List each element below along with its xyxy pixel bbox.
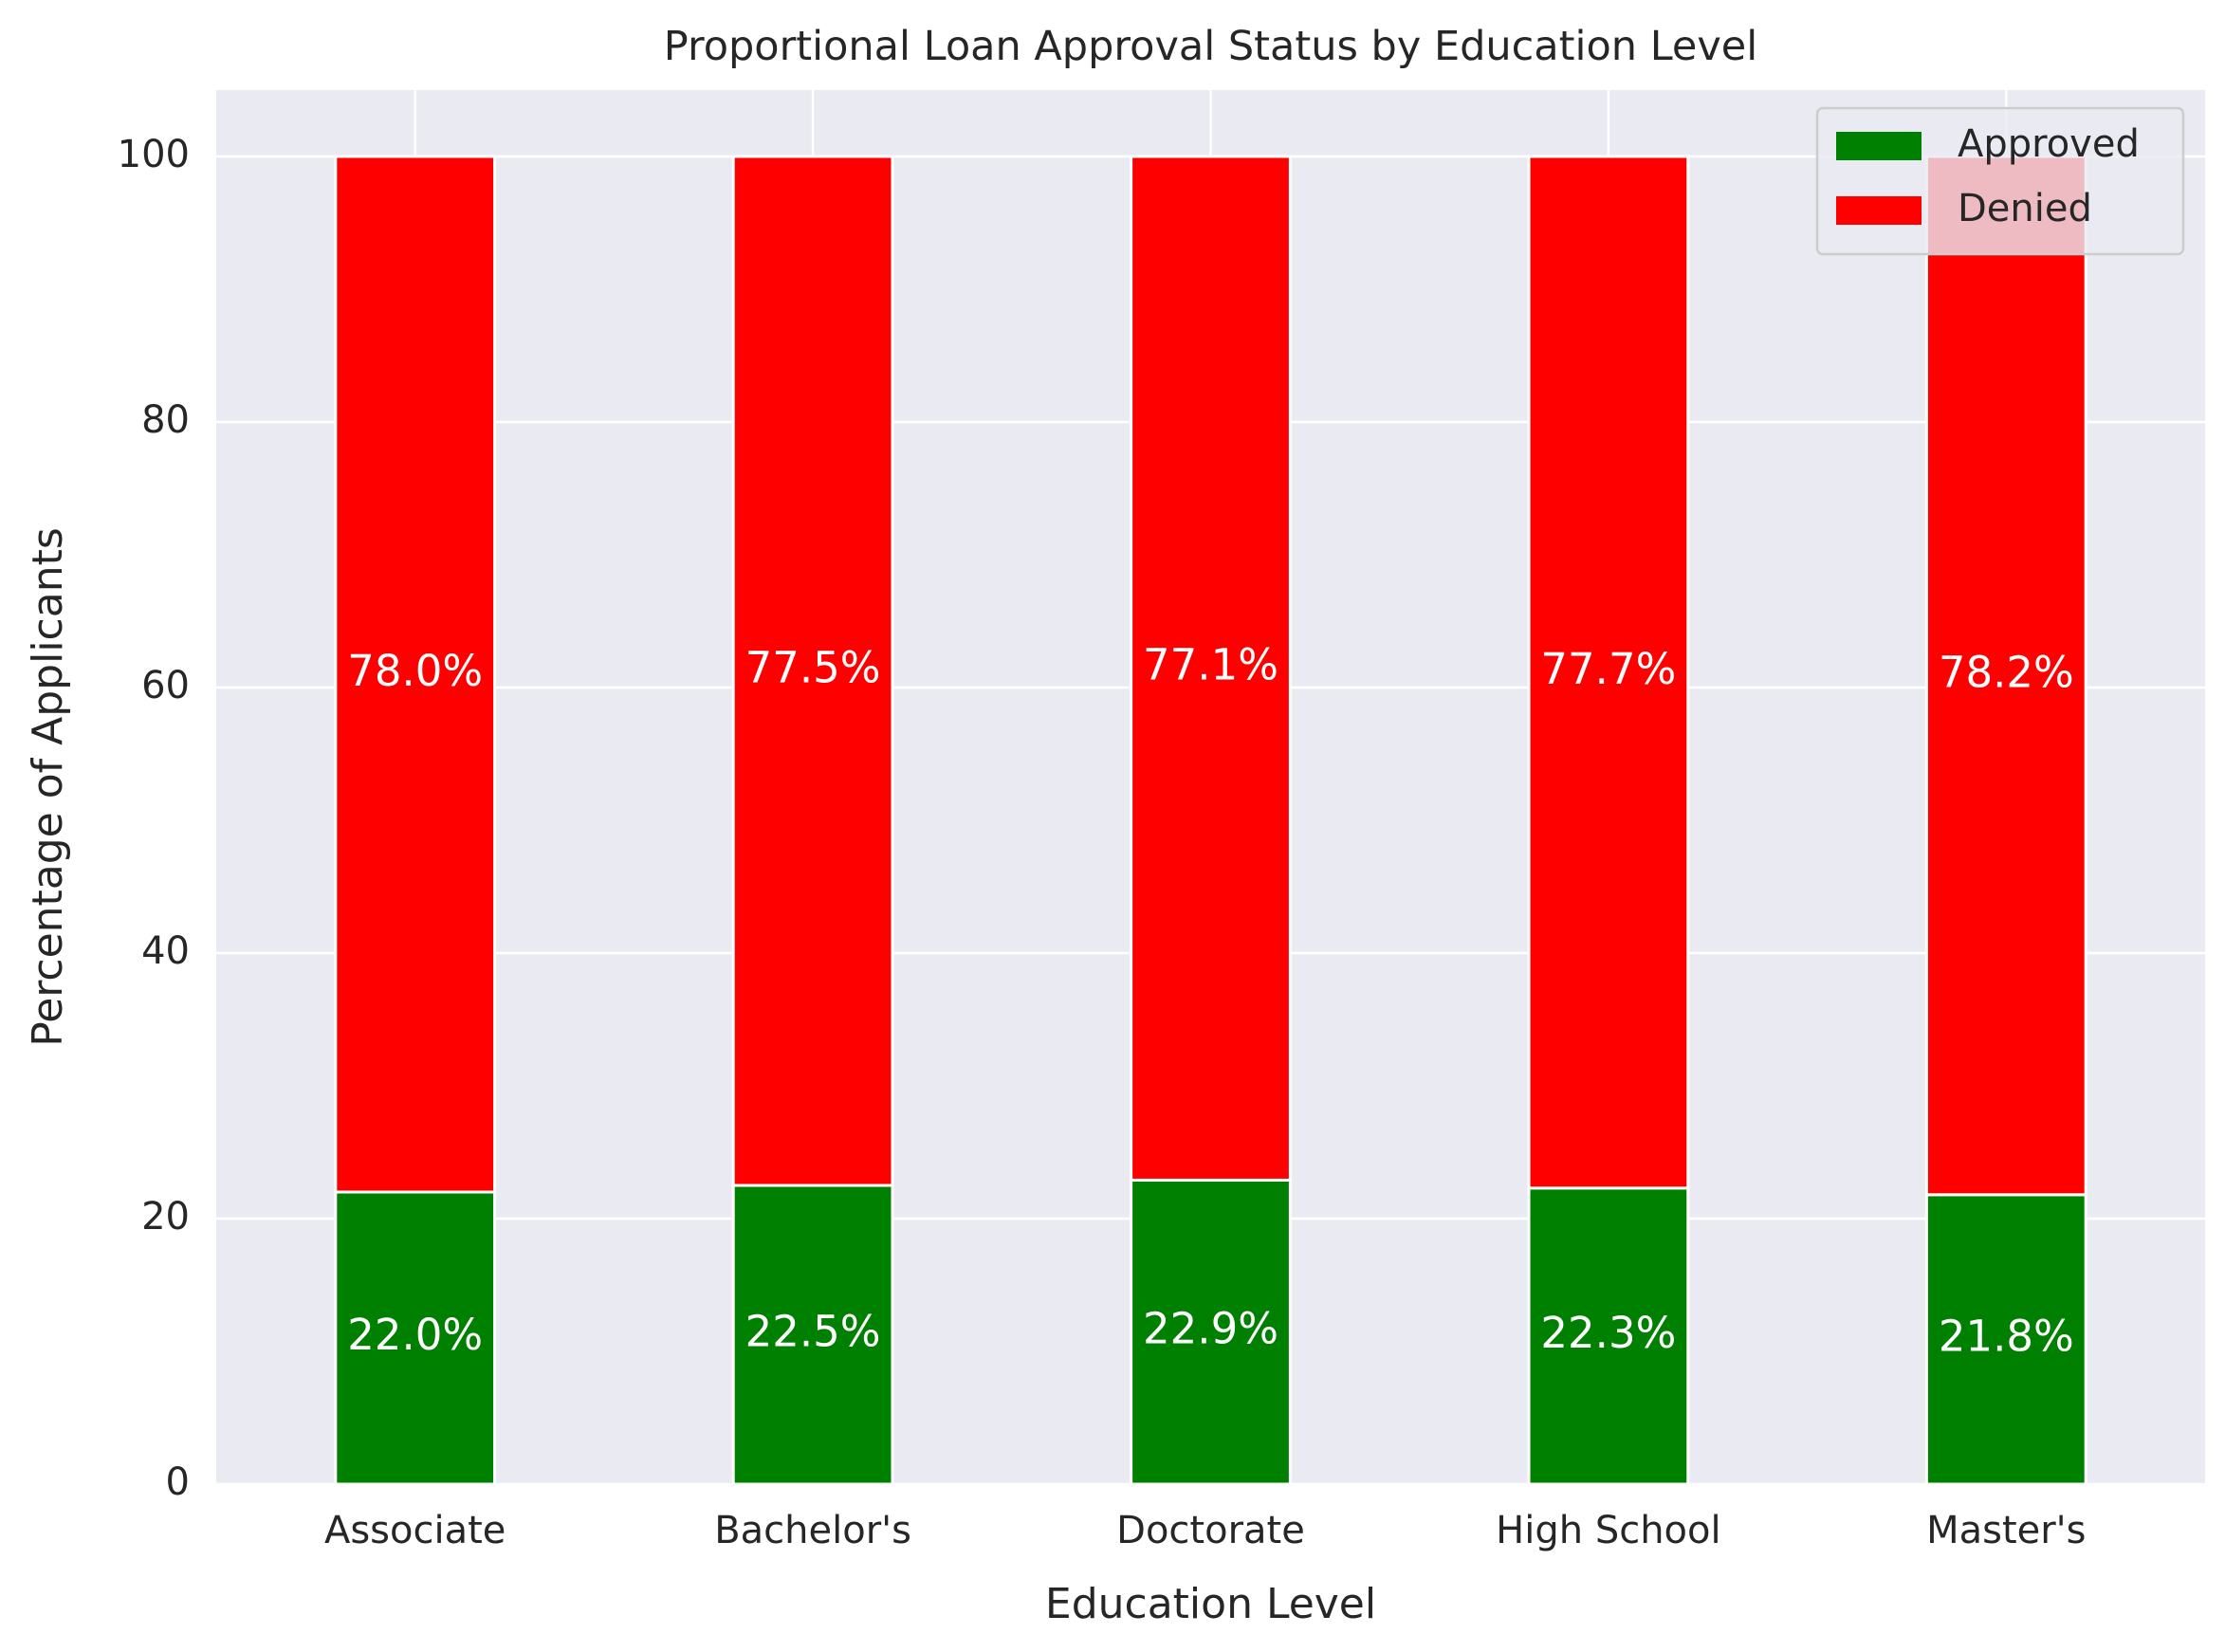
x-tick-label: Master's xyxy=(1926,1509,2086,1552)
x-axis-label: Education Level xyxy=(1045,1580,1376,1628)
legend-swatch-denied xyxy=(1836,196,1922,225)
data-label-approved-2: 22.9% xyxy=(1143,1304,1278,1354)
x-axis-ticks: Associate Bachelor's Doctorate High School M… xyxy=(324,1509,2087,1552)
bar-denied-0 xyxy=(334,155,497,1194)
bar-denied-3 xyxy=(1527,155,1690,1190)
data-label-approved-1: 22.5% xyxy=(745,1307,881,1357)
bar-denied-1 xyxy=(731,155,894,1187)
data-label-denied-3: 77.7% xyxy=(1540,644,1676,694)
legend: Approved Denied xyxy=(1815,106,2185,256)
data-label-denied-1: 77.5% xyxy=(745,643,881,693)
bar-approved-0 xyxy=(334,1190,497,1486)
y-tick-label: 100 xyxy=(118,133,190,176)
x-tick-label: High School xyxy=(1496,1509,1720,1552)
y-axis-label: Percentage of Applicants xyxy=(24,527,72,1047)
x-tick-label: Associate xyxy=(324,1509,506,1552)
data-label-approved-4: 21.8% xyxy=(1939,1311,2074,1361)
bar-approved-3 xyxy=(1527,1186,1690,1486)
y-tick-label: 60 xyxy=(141,664,190,707)
x-tick-label: Doctorate xyxy=(1116,1509,1305,1552)
legend-swatch-approved xyxy=(1836,132,1922,160)
y-tick-label: 80 xyxy=(141,398,190,442)
y-tick-label: 0 xyxy=(166,1460,190,1504)
bar-denied-4 xyxy=(1924,155,2087,1197)
y-tick-label: 40 xyxy=(141,929,190,973)
y-axis-ticks: 0 20 40 60 80 100 xyxy=(118,133,190,1504)
data-label-approved-0: 22.0% xyxy=(347,1310,483,1360)
data-label-approved-3: 22.3% xyxy=(1540,1308,1676,1358)
chart-title: Proportional Loan Approval Status by Edu… xyxy=(664,23,1757,70)
bar-denied-2 xyxy=(1130,155,1292,1182)
bar-approved-4 xyxy=(1924,1193,2087,1486)
y-tick-label: 20 xyxy=(141,1195,190,1239)
data-labels: 22.0% 78.0% 22.5% 77.5% 22.9% 77.1% 22.3% 77.7%… xyxy=(347,640,2074,1362)
x-tick-label: Bachelor's xyxy=(714,1509,911,1552)
data-label-denied-0: 78.0% xyxy=(347,646,483,696)
legend-label-approved: Approved xyxy=(1958,122,2140,166)
bar-approved-1 xyxy=(731,1184,894,1486)
data-label-denied-2: 77.1% xyxy=(1143,640,1278,690)
bar-approved-2 xyxy=(1130,1178,1292,1486)
legend-label-denied: Denied xyxy=(1958,187,2092,230)
data-label-denied-4: 78.2% xyxy=(1939,647,2074,697)
bars xyxy=(334,155,2087,1486)
